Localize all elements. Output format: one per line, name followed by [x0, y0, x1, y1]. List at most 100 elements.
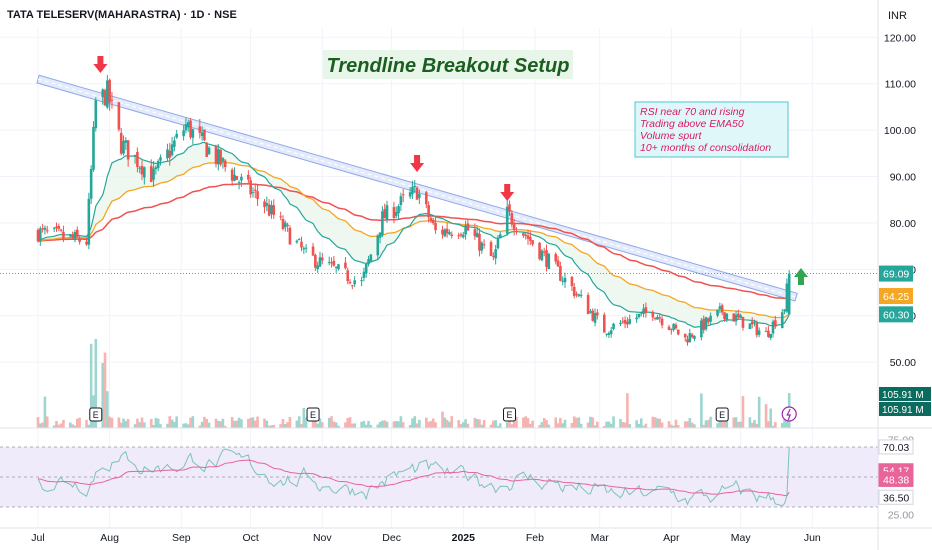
- candle-body: [316, 265, 319, 270]
- candle-body: [531, 240, 534, 245]
- candle-body: [431, 219, 435, 224]
- candle-body: [57, 225, 61, 229]
- candle-body: [505, 206, 509, 234]
- earnings-marker[interactable]: [503, 407, 517, 422]
- candle-body: [41, 228, 44, 230]
- volume-bar: [75, 418, 79, 428]
- candle-body: [122, 140, 125, 154]
- candle-body: [318, 257, 322, 267]
- price-label-box: [879, 265, 913, 282]
- candle-body: [480, 242, 484, 251]
- candle-body: [39, 228, 42, 242]
- volume-bar: [191, 416, 195, 428]
- volume-bar: [572, 416, 576, 428]
- earnings-marker[interactable]: [306, 407, 320, 422]
- x-tick-label: Oct: [242, 532, 258, 544]
- candle-body: [216, 149, 220, 165]
- volume-label-box: [879, 402, 931, 416]
- symbol-title: TATA TELESERV(MAHARASTRA) · 1D · NSE: [7, 9, 237, 21]
- candle-body: [73, 232, 77, 241]
- candle-body: [152, 168, 155, 180]
- candle-body: [55, 226, 58, 229]
- candle-body: [200, 132, 204, 137]
- earnings-marker[interactable]: [715, 407, 729, 422]
- volume-bar: [774, 422, 777, 428]
- volume-bar: [362, 420, 366, 428]
- candle-body: [482, 244, 486, 246]
- candle-body: [332, 260, 336, 266]
- x-tick-label: May: [731, 532, 752, 544]
- volume-bar: [561, 423, 564, 428]
- volume-bar: [330, 416, 333, 428]
- candle-body: [445, 228, 449, 234]
- volume-bar: [376, 424, 380, 428]
- volume-bar: [381, 420, 384, 428]
- candle-body: [774, 320, 777, 327]
- candle-body: [235, 175, 239, 180]
- candle-body: [639, 311, 643, 314]
- price-label-box: [879, 306, 913, 323]
- rsi-label-box: [878, 471, 914, 487]
- volume-bar: [122, 418, 125, 428]
- volume-bar: [62, 419, 65, 428]
- volume-bar: [251, 417, 255, 428]
- volume-bar: [425, 417, 428, 428]
- candle-body: [593, 313, 597, 323]
- candle-body: [542, 251, 546, 253]
- volume-bar: [295, 420, 299, 428]
- candle-body: [656, 316, 659, 320]
- volume-bar: [623, 422, 627, 428]
- volume-bar: [205, 418, 209, 428]
- lightning-icon: [786, 408, 792, 421]
- candles[interactable]: [36, 74, 791, 346]
- volume-bar: [286, 422, 289, 428]
- candle-body: [628, 319, 632, 324]
- volume-bar: [639, 418, 643, 428]
- rsi-ma-line: [37, 459, 790, 497]
- candle-body: [43, 227, 47, 230]
- volume-bar: [651, 416, 655, 428]
- volume-bar: [332, 421, 336, 428]
- candle-body: [344, 262, 347, 269]
- candle-body: [360, 280, 363, 282]
- candle-body: [346, 270, 350, 282]
- earnings-marker[interactable]: [89, 407, 103, 422]
- candle-body: [367, 259, 370, 265]
- candle-body: [334, 266, 338, 268]
- volume-bar: [394, 421, 398, 428]
- candle-body: [725, 313, 729, 320]
- volume-bar: [200, 421, 204, 428]
- candle-body: [240, 176, 243, 181]
- volume-bar: [450, 416, 454, 428]
- candle-body: [494, 249, 497, 259]
- volume-bar: [704, 420, 708, 428]
- candle-body: [385, 205, 389, 220]
- volume-bar: [427, 421, 430, 428]
- candle-body: [119, 132, 123, 154]
- candle-body: [78, 237, 81, 242]
- candle-body: [85, 241, 88, 245]
- currency-label[interactable]: INR: [888, 10, 907, 22]
- rsi-label: 48.38: [883, 474, 909, 486]
- volume-bar: [233, 420, 236, 428]
- dividend-marker[interactable]: [781, 406, 797, 422]
- volume-bar: [494, 420, 497, 428]
- candle-body: [441, 229, 444, 235]
- candle-body: [92, 127, 95, 170]
- x-tick-label: Sep: [172, 532, 191, 544]
- volume-bar: [628, 424, 632, 428]
- volume-bar: [478, 419, 481, 428]
- volume-bar: [385, 421, 389, 428]
- volume-bar: [170, 419, 174, 428]
- candle-body: [450, 234, 454, 236]
- volume-bar: [700, 393, 703, 428]
- volume-bar: [783, 418, 786, 428]
- volume-bar: [461, 422, 465, 428]
- volume-bar: [658, 418, 662, 428]
- volume-bar: [635, 420, 638, 428]
- y-tick-label: 80.00: [890, 218, 916, 230]
- candle-body: [508, 204, 511, 212]
